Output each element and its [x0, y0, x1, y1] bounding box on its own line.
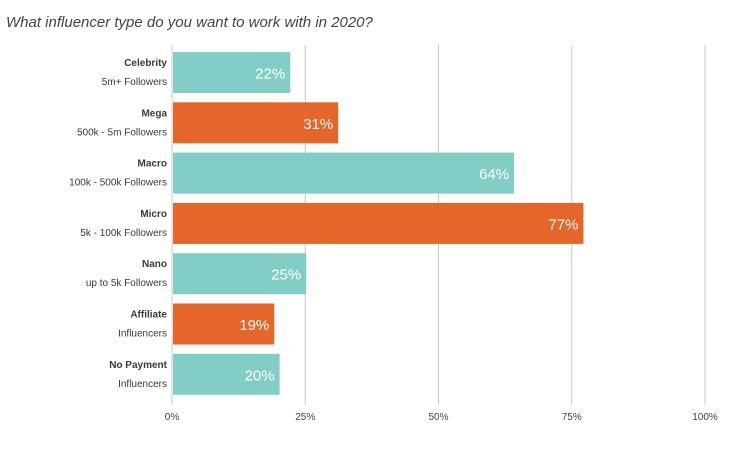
- category-name: Macro: [138, 159, 167, 170]
- bars: 22% 31% 64% 77% 25% 19% 20%: [173, 52, 584, 395]
- data-label: 20%: [245, 367, 275, 384]
- category-name: Celebrity: [124, 58, 167, 69]
- category-subtitle: 5m+ Followers: [102, 77, 167, 88]
- bar-macro: [173, 152, 515, 194]
- tick-label-100: 100%: [692, 412, 718, 423]
- tick-label-0: 0%: [165, 412, 180, 423]
- data-label: 22%: [255, 66, 285, 83]
- bar-celebrity: [173, 52, 291, 93]
- data-label: 25%: [271, 267, 301, 284]
- chart-title: What influencer type do you want to work…: [6, 14, 373, 31]
- data-label: 19%: [239, 317, 269, 334]
- bar-nano: [173, 253, 307, 295]
- category-subtitle: Influencers: [118, 329, 167, 340]
- category-subtitle: up to 5k Followers: [86, 278, 167, 289]
- category-name: Micro: [140, 209, 167, 220]
- category-subtitle: Influencers: [118, 379, 167, 390]
- data-label: 77%: [548, 216, 578, 233]
- category-name: Nano: [142, 259, 167, 270]
- category-name: Affiliate: [130, 310, 167, 321]
- category-subtitle: 500k - 5m Followers: [77, 127, 167, 138]
- tick-label-25: 25%: [295, 412, 315, 423]
- tick-label-75: 75%: [562, 412, 582, 423]
- bar-mega: [173, 102, 339, 144]
- bar-affiliate: [173, 303, 275, 345]
- category-name: Mega: [141, 108, 167, 119]
- category-subtitle: 100k - 500k Followers: [69, 178, 167, 189]
- x-axis-ticks: 0% 25% 50% 75% 100%: [165, 412, 718, 423]
- category-labels: Celebrity 5m+ Followers Mega 500k - 5m Foll…: [69, 58, 167, 390]
- category-name: No Payment: [109, 360, 167, 371]
- bar-micro: [173, 202, 584, 244]
- data-label: 64%: [479, 166, 509, 183]
- data-label: 31%: [303, 116, 333, 133]
- tick-label-50: 50%: [428, 412, 448, 423]
- bar-no-payment: [173, 353, 280, 395]
- category-subtitle: 5k - 100k Followers: [80, 228, 167, 239]
